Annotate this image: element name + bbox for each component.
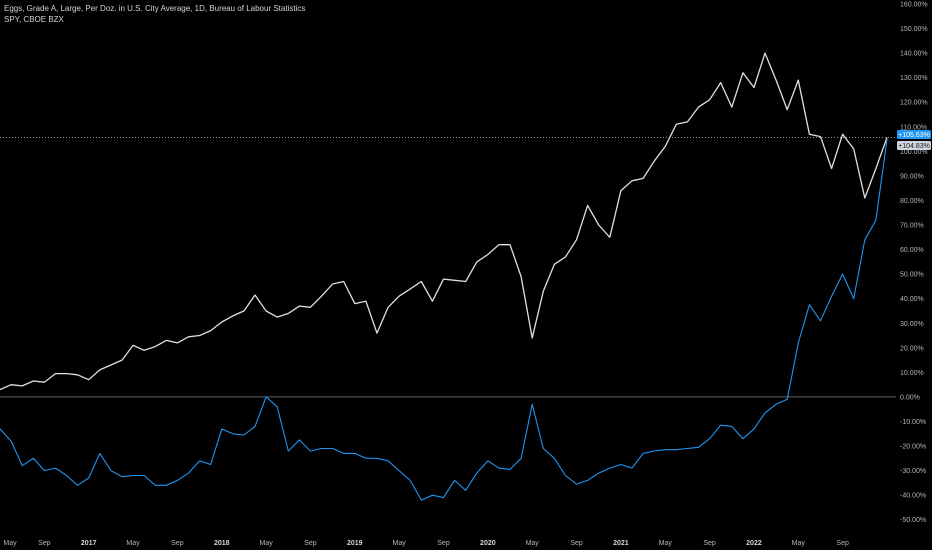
x-tick-label: 2022 [746,540,762,547]
legend-eggs[interactable]: Eggs, Grade A, Large, Per Doz. in U.S. C… [4,4,306,13]
x-tick-label: Sep [38,540,51,547]
y-tick-label: 50.00% [900,272,924,279]
legend-spy[interactable]: SPY, CBOE BZX [4,15,64,24]
x-tick-label: Sep [570,540,583,547]
y-tick-label: -30.00% [900,468,926,475]
eggs-series-line [0,139,888,501]
x-tick-label: Sep [437,540,450,547]
y-tick-label: 90.00% [900,173,924,180]
eggs-last-value-badge: +104.83% [898,143,930,150]
x-tick-label: May [3,540,17,547]
x-tick-label: May [526,540,540,547]
y-tick-label: 100.00% [900,149,928,156]
x-tick-label: 2018 [214,540,230,547]
last-value-badges: +105.63% +104.83% [897,130,931,150]
y-tick-label: 150.00% [900,26,928,33]
y-tick-label: 20.00% [900,345,924,352]
y-tick-label: 120.00% [900,100,928,107]
x-tick-label: May [659,540,673,547]
y-tick-label: 0.00% [900,394,920,401]
y-tick-label: 160.00% [900,2,928,9]
y-tick-label: 110.00% [900,124,927,131]
spy-last-value-badge: +105.63% [898,132,930,139]
spy-last-value-badge-bg [897,130,931,140]
x-tick-label: 2017 [81,540,97,547]
x-tick-label: 2019 [347,540,363,547]
x-tick-label: May [126,540,140,547]
x-tick-label: 2021 [613,540,629,547]
x-tick-label: May [792,540,806,547]
eggs-last-value-badge-bg [897,140,931,150]
y-tick-label: 70.00% [900,223,924,230]
y-tick-label: 40.00% [900,296,924,303]
x-tick-label: Sep [703,540,716,547]
x-tick-label: May [259,540,273,547]
y-tick-label: -40.00% [900,493,926,500]
x-tick-label: Sep [836,540,849,547]
y-axis[interactable]: -50.00% -40.00% -30.00% -20.00% -10.00% 0.00%… [900,2,928,525]
y-tick-label: 30.00% [900,321,924,328]
x-tick-label: May [393,540,407,547]
y-tick-label: 140.00% [900,51,928,58]
spy-series-line [0,52,888,391]
x-tick-label: Sep [171,540,184,547]
x-tick-label: 2020 [480,540,496,547]
y-tick-label: 130.00% [900,75,928,82]
y-tick-label: 80.00% [900,198,924,205]
y-tick-label: 10.00% [900,370,924,377]
x-axis[interactable]: May Sep 2017 May Sep 2018 May Sep 2019 May Sep 2020… [3,540,849,547]
y-tick-label: -20.00% [900,444,926,451]
y-tick-label: -50.00% [900,517,926,524]
y-tick-label: -10.00% [900,419,926,426]
y-tick-label: 60.00% [900,247,924,254]
x-tick-label: Sep [304,540,317,547]
